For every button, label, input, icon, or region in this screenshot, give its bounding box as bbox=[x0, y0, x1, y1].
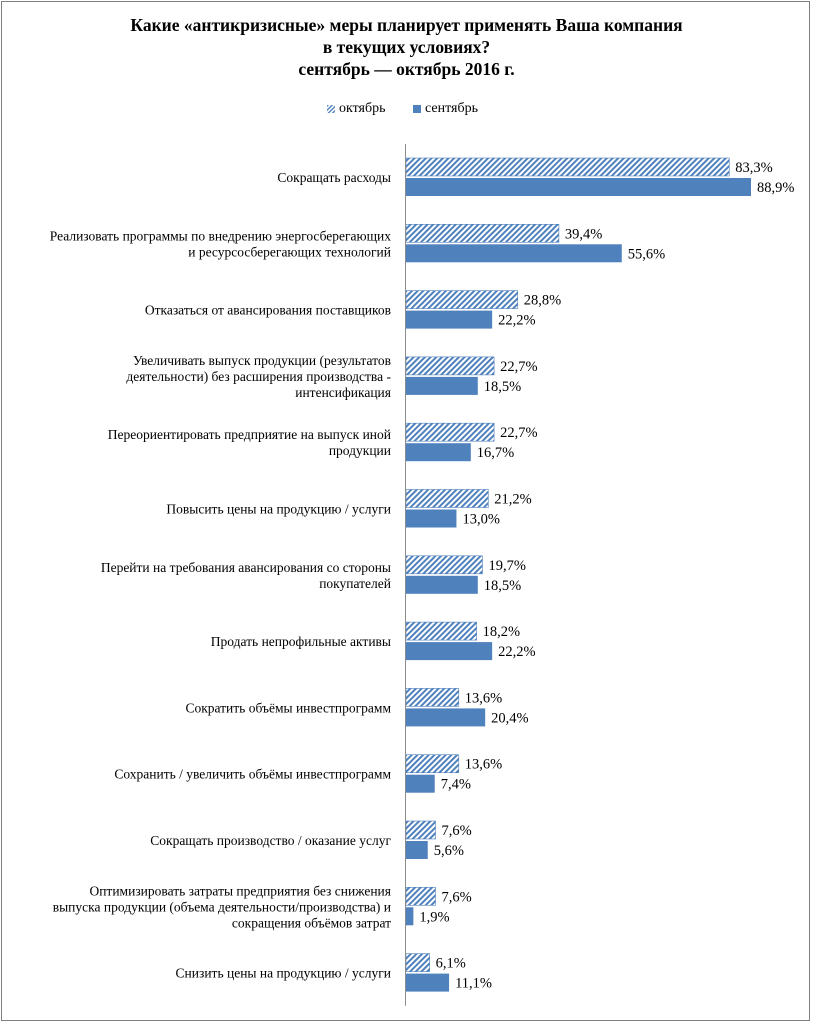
category-label-13-line-1: Снизить цены на продукцию / услуги bbox=[176, 966, 391, 981]
category-label-1-line-1: Сокращать расходы bbox=[277, 170, 391, 185]
bar-october-6 bbox=[405, 489, 489, 508]
value-label-september-4: 18,5% bbox=[484, 379, 521, 395]
value-label-september-7: 18,5% bbox=[484, 578, 521, 594]
value-label-october-13: 6,1% bbox=[436, 956, 466, 972]
category-label-11-line-1: Сокращать производство / оказание услуг bbox=[150, 833, 391, 848]
bar-september-3 bbox=[406, 310, 493, 329]
category-label-9-line-1: Сократить объёмы инвестпрограмм bbox=[185, 700, 391, 715]
category-label-5-line-2: продукции bbox=[329, 443, 391, 458]
bar-september-8 bbox=[406, 642, 493, 661]
category-label-10-line-1: Сохранить / увеличить объёмы инвестпрогр… bbox=[114, 767, 391, 782]
chart-legend: октябрь сентябрь bbox=[0, 99, 813, 119]
category-label-4-line-2: деятельности) без расширения производств… bbox=[126, 369, 391, 384]
legend-label-september: сентябрь bbox=[425, 101, 478, 116]
category-label-12-line-2: выпуска продукции (объема деятельности/п… bbox=[53, 899, 391, 914]
bar-september-13 bbox=[406, 973, 450, 992]
bar-september-10 bbox=[406, 774, 435, 793]
category-label-6: Повысить цены на продукцию / услуги bbox=[166, 502, 391, 517]
value-label-september-3: 22,2% bbox=[498, 313, 535, 329]
bar-september-5 bbox=[406, 443, 471, 462]
bar-october-13 bbox=[405, 953, 430, 972]
value-label-september-11: 5,6% bbox=[434, 843, 464, 859]
bar-october-11 bbox=[405, 820, 436, 840]
value-label-september-8: 22,2% bbox=[498, 644, 535, 660]
bar-october-10 bbox=[405, 754, 460, 774]
value-label-september-9: 20,4% bbox=[491, 710, 528, 726]
value-label-october-9: 13,6% bbox=[465, 690, 502, 706]
chart-title: Какие «антикризисные» меры планирует при… bbox=[0, 14, 813, 80]
bar-october-8 bbox=[405, 621, 477, 641]
bar-september-1 bbox=[406, 178, 751, 196]
category-label-8-line-1: Продать непрофильные активы bbox=[211, 634, 391, 649]
category-label-9: Сократить объёмы инвестпрограмм bbox=[185, 700, 391, 715]
category-label-2-line-1: Реализовать программы по внедрению энерг… bbox=[50, 228, 392, 243]
bar-september-11 bbox=[406, 841, 428, 859]
category-label-13: Снизить цены на продукцию / услуги bbox=[176, 966, 391, 981]
category-label-12-line-3: сокращения объёмов затрат bbox=[232, 915, 391, 930]
category-label-11: Сокращать производство / оказание услуг bbox=[150, 833, 391, 848]
value-label-september-1: 88,9% bbox=[757, 180, 794, 196]
value-label-september-6: 13,0% bbox=[462, 512, 499, 528]
value-label-september-5: 16,7% bbox=[477, 445, 514, 461]
category-label-7-line-1: Перейти на требования авансирования со с… bbox=[101, 560, 391, 575]
chart-title-line-2: в текущих условиях? bbox=[322, 37, 491, 57]
category-label-4: Увеличивать выпуск продукции (результато… bbox=[126, 353, 391, 400]
category-label-4-line-1: Увеличивать выпуск продукции (результато… bbox=[133, 353, 391, 368]
value-label-october-10: 13,6% bbox=[465, 757, 502, 773]
category-label-2-line-2: и ресурсосберегающих технологий bbox=[188, 244, 391, 259]
bar-september-7 bbox=[406, 575, 478, 594]
category-label-3-line-1: Отказаться от авансирования поставщиков bbox=[145, 303, 391, 318]
value-label-october-5: 22,7% bbox=[500, 425, 537, 441]
legend-label-october: октябрь bbox=[339, 101, 386, 116]
value-label-october-8: 18,2% bbox=[483, 624, 520, 640]
bar-october-4 bbox=[405, 356, 495, 376]
bar-september-12 bbox=[406, 907, 414, 926]
bars-group bbox=[405, 157, 751, 992]
legend-swatch-october-hatched bbox=[327, 105, 335, 113]
bar-october-2 bbox=[405, 224, 560, 243]
value-label-october-6: 21,2% bbox=[494, 492, 531, 508]
category-label-12-line-1: Оптимизировать затраты предприятия без с… bbox=[89, 883, 391, 898]
bar-september-9 bbox=[406, 708, 486, 727]
bar-october-12 bbox=[405, 886, 436, 906]
value-labels-group: 83,3% 88,9% 39,4% 55,6% 28,8% 22,2% 22,7% 18,5%… bbox=[419, 160, 794, 992]
category-label-5-line-1: Переориентировать предприятие на выпуск … bbox=[108, 427, 391, 442]
category-label-1: Сокращать расходы bbox=[277, 170, 391, 185]
category-label-10: Сохранить / увеличить объёмы инвестпрогр… bbox=[114, 767, 391, 782]
value-label-september-13: 11,1% bbox=[455, 976, 492, 992]
value-label-october-11: 7,6% bbox=[441, 823, 471, 839]
bar-september-2 bbox=[406, 244, 622, 263]
chart-title-line-1: Какие «антикризисные» меры планирует при… bbox=[130, 15, 683, 35]
value-label-september-12: 1,9% bbox=[419, 909, 449, 925]
bar-october-1 bbox=[405, 157, 730, 177]
category-label-8: Продать непрофильные активы bbox=[211, 634, 391, 649]
category-label-7: Перейти на требования авансирования со с… bbox=[101, 560, 391, 591]
category-label-7-line-2: покупателей bbox=[319, 576, 391, 591]
bar-september-4 bbox=[406, 376, 478, 395]
category-label-4-line-3: интенсификация bbox=[295, 385, 391, 400]
value-label-september-2: 55,6% bbox=[628, 246, 665, 262]
bar-october-5 bbox=[405, 422, 495, 442]
chart-title-line-3: сентябрь — октябрь 2016 г. bbox=[298, 59, 515, 79]
category-label-5: Переориентировать предприятие на выпуск … bbox=[108, 427, 391, 458]
category-labels-group: Сокращать расходы Реализовать программы п… bbox=[50, 170, 392, 981]
value-label-october-3: 28,8% bbox=[524, 293, 561, 309]
value-label-october-4: 22,7% bbox=[500, 359, 537, 375]
bar-october-9 bbox=[405, 688, 460, 707]
category-label-3: Отказаться от авансирования поставщиков bbox=[145, 303, 391, 318]
category-label-2: Реализовать программы по внедрению энерг… bbox=[50, 228, 392, 259]
value-label-october-1: 83,3% bbox=[735, 160, 772, 176]
value-label-october-12: 7,6% bbox=[441, 889, 471, 905]
bar-october-7 bbox=[405, 555, 483, 575]
category-label-6-line-1: Повысить цены на продукцию / услуги bbox=[166, 502, 391, 517]
bar-october-3 bbox=[405, 290, 519, 309]
category-label-12: Оптимизировать затраты предприятия без с… bbox=[53, 883, 391, 930]
value-label-september-10: 7,4% bbox=[441, 777, 471, 793]
value-label-october-2: 39,4% bbox=[565, 226, 602, 242]
legend-swatch-september-solid bbox=[413, 105, 421, 113]
bar-september-6 bbox=[406, 509, 457, 528]
value-label-october-7: 19,7% bbox=[488, 558, 525, 574]
